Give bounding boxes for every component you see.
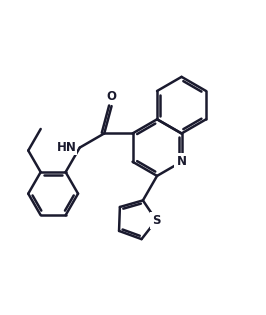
Text: S: S: [152, 214, 161, 227]
Text: HN: HN: [56, 141, 76, 154]
Text: O: O: [107, 90, 117, 103]
Text: N: N: [177, 155, 186, 168]
